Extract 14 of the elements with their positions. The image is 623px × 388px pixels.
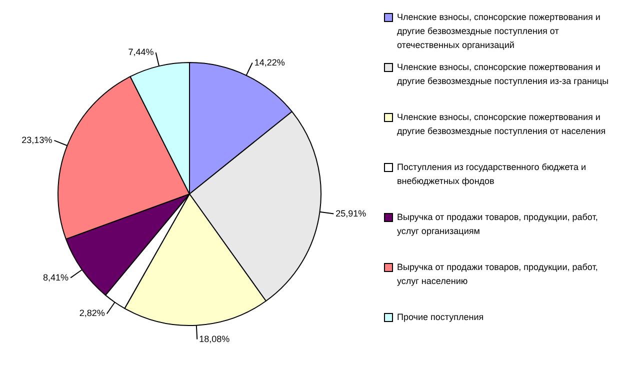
legend-label: Членские взносы, спонсорские пожертвования и другие безвозмездные поступления из-за границы	[397, 61, 610, 88]
legend-label: Поступления из государственного бюджета и внебюджетных фондов	[397, 161, 587, 188]
legend-label: Прочие поступления	[397, 311, 484, 324]
data-label: 23,13%	[22, 134, 52, 145]
data-label: 8,41%	[43, 272, 69, 282]
legend-label: Членские взносы, спонсорские пожертвования и другие безвозмездные поступления от населения	[397, 111, 607, 138]
legend-label: Членские взносы, спонсорские пожертвования и другие безвозмездные поступления от отечественных организаций	[397, 11, 602, 52]
data-label: 25,91%	[336, 208, 366, 218]
legend-label: Выручка от продажи товаров, продукции, работ, услуг населению	[397, 261, 599, 288]
data-label: 18,08%	[199, 334, 230, 344]
data-label: 14,22%	[254, 57, 285, 68]
data-label: 2,82%	[79, 308, 105, 318]
legend-label: Выручка от продажи товаров, продукции, работ, услуг организациям	[397, 211, 599, 238]
data-label: 7,44%	[128, 46, 154, 57]
